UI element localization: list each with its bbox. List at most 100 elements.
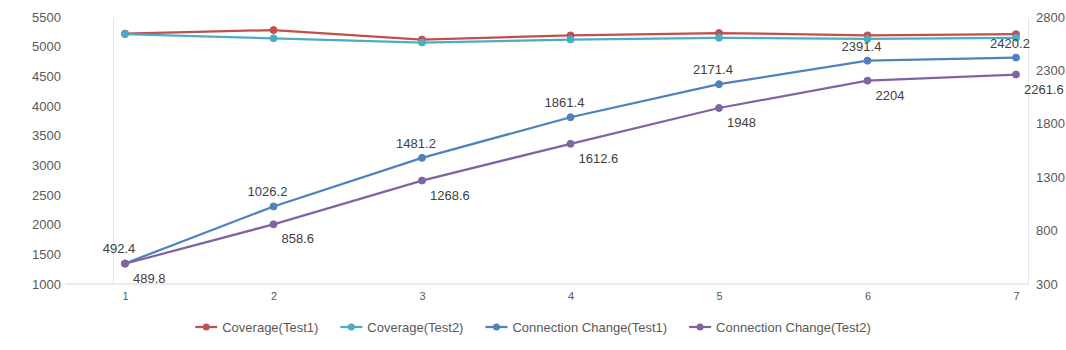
- y-tick-label: 5000: [32, 39, 61, 54]
- y-tick-label: 5500: [32, 10, 61, 25]
- data-labels: 492.41026.21481.21861.42171.42391.42420.…: [103, 36, 1064, 286]
- y-tick-label: 3000: [32, 158, 61, 173]
- series-marker: [122, 260, 129, 267]
- data-label: 1026.2: [248, 184, 288, 199]
- series-marker: [419, 39, 426, 46]
- series-line: [125, 34, 1016, 42]
- data-label: 2420.2: [990, 36, 1030, 51]
- y-tick: 1500: [32, 247, 113, 262]
- x-axis: 1 2 3 4 5 6 7: [65, 284, 1028, 302]
- y-tick-label: 2000: [32, 217, 61, 232]
- y-tick: 3500: [32, 128, 113, 143]
- series-marker: [567, 140, 574, 147]
- y-axis: 1000 1500 2000 2500 3000 3500 4000 4500 5000 5500: [32, 10, 113, 292]
- series-marker: [270, 221, 277, 228]
- series-marker: [270, 35, 277, 42]
- y2-tick-label: 2300: [1036, 63, 1065, 78]
- y-tick: 5000: [32, 39, 113, 54]
- data-label: 2171.4: [693, 62, 733, 77]
- series-marker: [419, 177, 426, 184]
- legend-label: Coverage(Test2): [367, 320, 463, 335]
- data-label: 492.4: [103, 241, 136, 256]
- x-tick: 2: [271, 284, 277, 302]
- series-marker: [864, 77, 871, 84]
- y2-axis-line: [1028, 18, 1029, 285]
- series-marker: [419, 154, 426, 161]
- legend-label: Connection Change(Test2): [716, 320, 871, 335]
- x-axis-line: [65, 284, 1028, 285]
- data-label: 858.6: [282, 231, 315, 246]
- legend-swatch-marker: [697, 324, 704, 331]
- x-tick-label: 4: [568, 290, 574, 302]
- y2-tick-label: 1800: [1036, 116, 1065, 131]
- series-line: [125, 58, 1016, 264]
- series-marker: [716, 104, 723, 111]
- y2-tick: 800: [1028, 223, 1058, 238]
- y-tick: 5500: [32, 10, 113, 25]
- legend-label: Connection Change(Test1): [512, 320, 667, 335]
- background: [0, 0, 1066, 350]
- series-line: [125, 75, 1016, 264]
- y2-tick-label: 2800: [1036, 10, 1065, 25]
- legend-swatch-marker: [493, 324, 500, 331]
- data-label: 1861.4: [545, 95, 585, 110]
- data-label: 1268.6: [430, 188, 470, 203]
- chart: 1000 1500 2000 2500 3000 3500 4000 4500 5000 5500…: [0, 0, 1066, 350]
- x-tick: 4: [568, 284, 574, 302]
- series-marker: [567, 36, 574, 43]
- series-marker: [1013, 71, 1020, 78]
- series-marker: [122, 31, 129, 38]
- x-tick: 1: [122, 284, 128, 302]
- y-tick-label: 3500: [32, 128, 61, 143]
- data-label: 489.8: [133, 271, 166, 286]
- y-tick-label: 4000: [32, 99, 61, 114]
- x-tick-label: 1: [122, 290, 128, 302]
- plot-area: [122, 27, 1020, 268]
- y2-tick: 1300: [1028, 170, 1065, 185]
- y-tick-label: 1500: [32, 247, 61, 262]
- legend-label: Coverage(Test1): [222, 320, 318, 335]
- series-marker: [122, 260, 129, 267]
- legend-item: Connection Change(Test1): [485, 320, 667, 335]
- y2-tick: 2800: [1028, 10, 1065, 25]
- series-marker: [270, 27, 277, 34]
- series-marker: [270, 203, 277, 210]
- data-label: 1948: [727, 115, 756, 130]
- x-tick: 7: [1013, 284, 1019, 302]
- y2-tick-label: 800: [1036, 223, 1058, 238]
- series-marker: [716, 81, 723, 88]
- x-tick-label: 2: [271, 290, 277, 302]
- y2-tick: 300: [1028, 277, 1058, 292]
- y-tick: 3000: [32, 158, 113, 173]
- x-tick: 5: [716, 284, 722, 302]
- legend-item: Coverage(Test1): [195, 320, 318, 335]
- y-tick: 4000: [32, 99, 113, 114]
- legend-item: Connection Change(Test2): [689, 320, 871, 335]
- x-tick-label: 6: [865, 290, 871, 302]
- x-tick: 3: [419, 284, 425, 302]
- series-marker: [1013, 54, 1020, 61]
- y2-tick-label: 300: [1036, 277, 1058, 292]
- data-label: 2204: [876, 88, 905, 103]
- x-tick: 6: [865, 284, 871, 302]
- series-marker: [122, 30, 129, 37]
- y-tick-label: 1000: [32, 277, 61, 292]
- data-label: 1612.6: [579, 151, 619, 166]
- series-marker: [567, 114, 574, 121]
- y-tick: 4500: [32, 69, 113, 84]
- x-tick-label: 7: [1013, 290, 1019, 302]
- series-marker: [864, 57, 871, 64]
- y-tick: 2500: [32, 188, 113, 203]
- data-label: 2261.6: [1024, 82, 1064, 97]
- data-label: 1481.2: [396, 136, 436, 151]
- series-marker: [716, 34, 723, 41]
- legend-item: Coverage(Test2): [340, 320, 463, 335]
- legend-swatch-marker: [348, 324, 355, 331]
- y2-tick-label: 1300: [1036, 170, 1065, 185]
- y2-axis: 300 800 1300 1800 2300 2800: [1028, 10, 1065, 292]
- legend: Coverage(Test1) Coverage(Test2) Connection…: [195, 320, 871, 335]
- legend-swatch-marker: [203, 324, 210, 331]
- y-tick: 2000: [32, 217, 113, 232]
- x-tick-label: 3: [419, 290, 425, 302]
- y2-tick: 2300: [1028, 63, 1065, 78]
